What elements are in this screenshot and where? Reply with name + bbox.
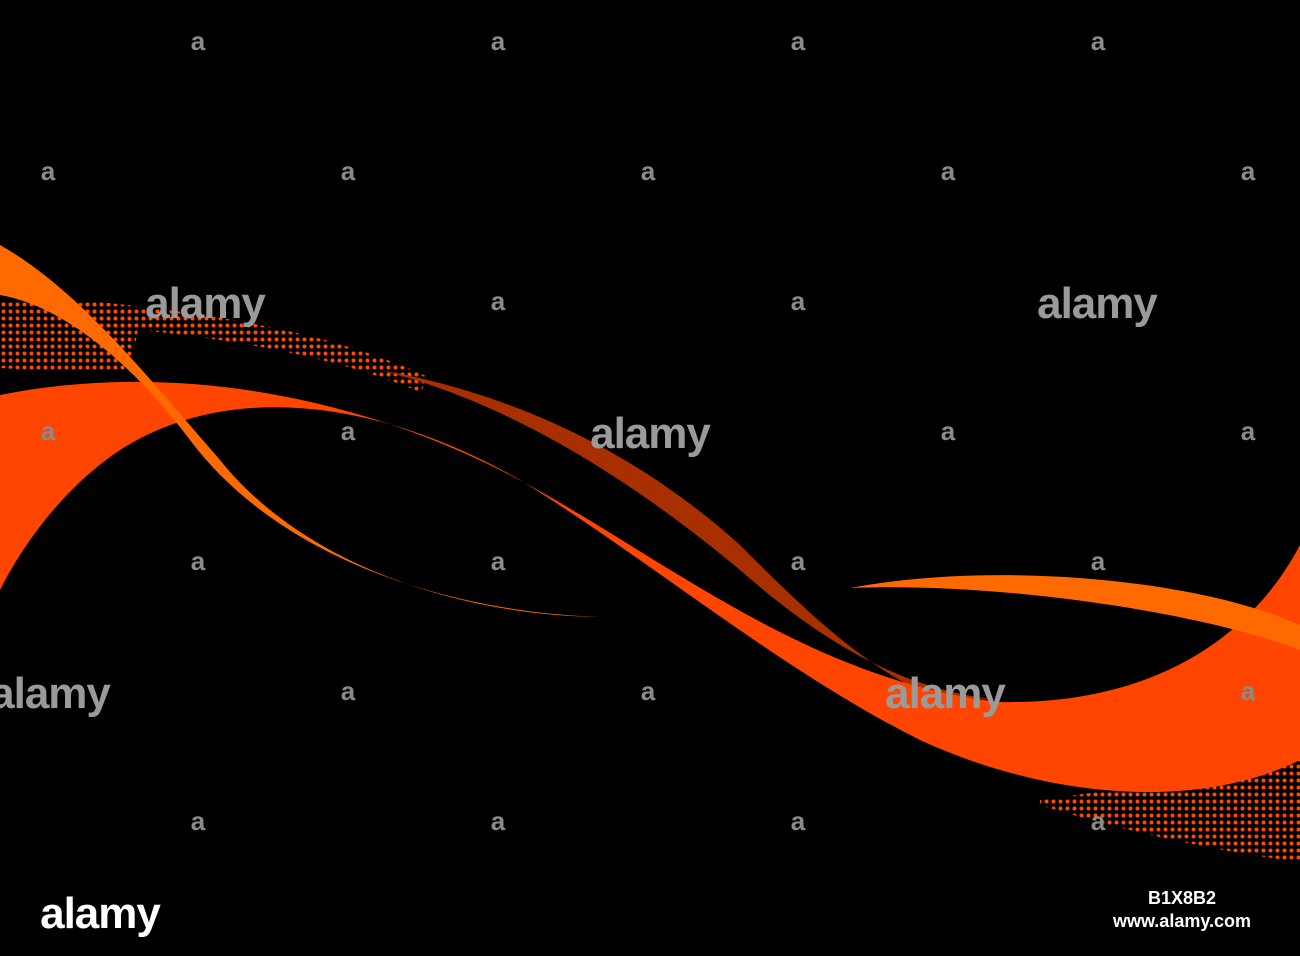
watermark: a <box>41 156 56 186</box>
watermark: a <box>641 156 656 186</box>
watermark: a <box>191 806 206 836</box>
watermark: a <box>491 546 506 576</box>
watermark: a <box>491 26 506 56</box>
watermark: a <box>791 806 806 836</box>
watermark: a <box>1241 416 1256 446</box>
watermark: a <box>791 286 806 316</box>
watermark: a <box>341 676 356 706</box>
watermark: a <box>41 416 56 446</box>
watermark: a <box>641 676 656 706</box>
logo: alamy <box>40 889 161 938</box>
watermark: a <box>1091 26 1106 56</box>
watermark: a <box>341 156 356 186</box>
watermarks: a a a a a a a a a a a a a a a a a a a a a a a a a a alamy alamy alam… <box>0 26 1256 836</box>
watermark: a <box>791 26 806 56</box>
image-id: B1X8B2 <box>1148 888 1216 908</box>
watermark: alamy <box>590 409 711 458</box>
watermark: a <box>1241 676 1256 706</box>
wave-main <box>0 381 1300 793</box>
watermark: a <box>1091 546 1106 576</box>
watermark: a <box>491 286 506 316</box>
wave-streak <box>850 575 1300 650</box>
watermark: alamy <box>0 669 111 718</box>
watermark: a <box>191 546 206 576</box>
watermark: a <box>1241 156 1256 186</box>
watermark: a <box>941 156 956 186</box>
watermark: alamy <box>1037 279 1158 328</box>
watermark: alamy <box>145 279 266 328</box>
watermark: a <box>1091 806 1106 836</box>
watermark: alamy <box>885 669 1006 718</box>
url: www.alamy.com <box>1112 911 1251 931</box>
watermark: a <box>491 806 506 836</box>
watermark: a <box>791 546 806 576</box>
halftone <box>80 300 430 392</box>
watermark: a <box>941 416 956 446</box>
watermark: a <box>341 416 356 446</box>
watermark: a <box>191 26 206 56</box>
